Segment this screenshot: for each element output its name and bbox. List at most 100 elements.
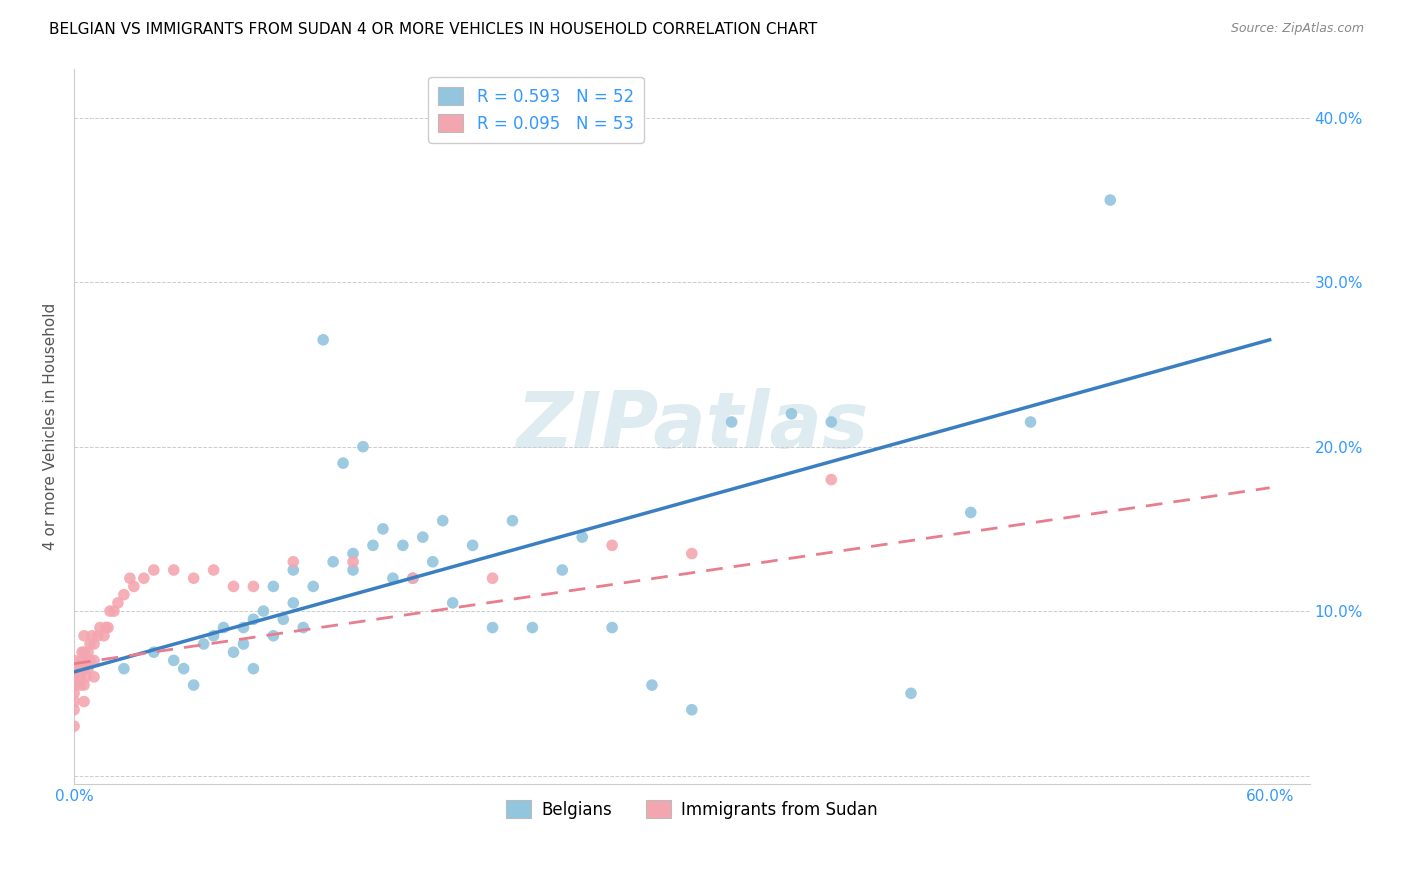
Point: [242, 662, 264, 676]
Point: [283, 555, 305, 569]
Point: [302, 579, 325, 593]
Point: [63, 662, 86, 676]
Point: [132, 571, 155, 585]
Point: [63, 719, 86, 733]
Point: [89, 621, 111, 635]
Point: [73, 678, 96, 692]
Point: [720, 415, 742, 429]
Point: [222, 645, 245, 659]
Point: [63, 670, 86, 684]
Point: [242, 612, 264, 626]
Point: [73, 662, 96, 676]
Point: [73, 629, 96, 643]
Point: [97, 621, 120, 635]
Point: [312, 333, 335, 347]
Point: [432, 514, 454, 528]
Point: [252, 604, 274, 618]
Point: [371, 522, 394, 536]
Legend: Belgians, Immigrants from Sudan: Belgians, Immigrants from Sudan: [499, 794, 884, 825]
Point: [202, 563, 225, 577]
Point: [63, 653, 86, 667]
Point: [73, 645, 96, 659]
Point: [69, 678, 91, 692]
Point: [63, 686, 86, 700]
Point: [163, 653, 186, 667]
Text: BELGIAN VS IMMIGRANTS FROM SUDAN 4 OR MORE VEHICLES IN HOUSEHOLD CORRELATION CHA: BELGIAN VS IMMIGRANTS FROM SUDAN 4 OR MO…: [49, 22, 817, 37]
Point: [402, 571, 425, 585]
Point: [142, 563, 165, 577]
Point: [87, 629, 110, 643]
Point: [381, 571, 404, 585]
Point: [103, 604, 125, 618]
Point: [63, 678, 86, 692]
Point: [1019, 415, 1042, 429]
Point: [262, 579, 284, 593]
Point: [173, 662, 195, 676]
Point: [83, 670, 105, 684]
Point: [1099, 193, 1122, 207]
Point: [273, 612, 295, 626]
Point: [600, 621, 623, 635]
Point: [322, 555, 344, 569]
Point: [481, 621, 503, 635]
Point: [959, 505, 981, 519]
Point: [600, 538, 623, 552]
Point: [142, 645, 165, 659]
Point: [69, 662, 91, 676]
Point: [212, 621, 235, 635]
Point: [202, 629, 225, 643]
Point: [820, 415, 842, 429]
Point: [112, 588, 135, 602]
Point: [283, 563, 305, 577]
Point: [780, 407, 803, 421]
Point: [292, 621, 315, 635]
Point: [461, 538, 484, 552]
Point: [122, 579, 145, 593]
Point: [70, 645, 93, 659]
Text: Source: ZipAtlas.com: Source: ZipAtlas.com: [1230, 22, 1364, 36]
Point: [342, 547, 364, 561]
Point: [352, 440, 374, 454]
Point: [571, 530, 593, 544]
Point: [77, 645, 100, 659]
Point: [107, 596, 129, 610]
Point: [183, 678, 205, 692]
Point: [342, 555, 364, 569]
Point: [79, 637, 101, 651]
Point: [80, 629, 103, 643]
Point: [163, 563, 186, 577]
Point: [183, 571, 205, 585]
Point: [551, 563, 574, 577]
Point: [75, 670, 97, 684]
Point: [681, 547, 703, 561]
Point: [232, 637, 254, 651]
Point: [77, 662, 100, 676]
Point: [193, 637, 215, 651]
Y-axis label: 4 or more Vehicles in Household: 4 or more Vehicles in Household: [44, 302, 58, 549]
Point: [79, 653, 101, 667]
Point: [392, 538, 415, 552]
Point: [283, 596, 305, 610]
Point: [342, 563, 364, 577]
Point: [262, 629, 284, 643]
Point: [332, 456, 354, 470]
Point: [820, 473, 842, 487]
Point: [501, 514, 523, 528]
Point: [83, 637, 105, 651]
Point: [63, 694, 86, 708]
Point: [112, 662, 135, 676]
Point: [681, 703, 703, 717]
Point: [98, 604, 121, 618]
Point: [73, 694, 96, 708]
Point: [412, 530, 434, 544]
Point: [242, 579, 264, 593]
Point: [63, 703, 86, 717]
Text: ZIPatlas: ZIPatlas: [516, 388, 868, 464]
Point: [422, 555, 444, 569]
Point: [69, 670, 91, 684]
Point: [481, 571, 503, 585]
Point: [83, 653, 105, 667]
Point: [522, 621, 544, 635]
Point: [900, 686, 922, 700]
Point: [222, 579, 245, 593]
